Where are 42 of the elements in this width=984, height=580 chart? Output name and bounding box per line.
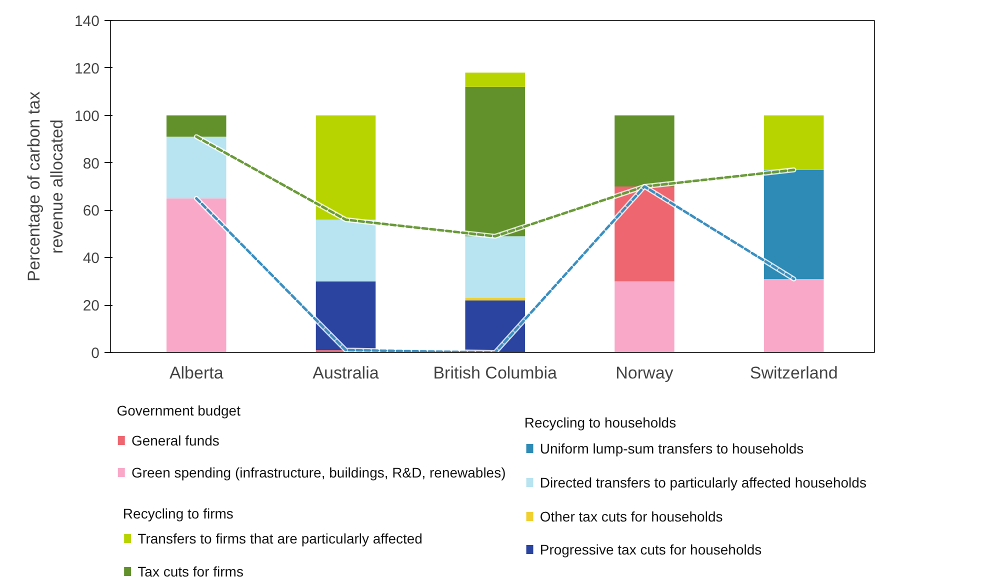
y-tick-label: 20 (82, 298, 100, 315)
x-tick-label: Alberta (169, 364, 224, 382)
bar (316, 220, 376, 282)
bar (166, 136, 226, 198)
bar (764, 115, 824, 170)
legend-label: Green spending (infrastructure, buildings, R&D, renewables) (131, 464, 506, 480)
y-tick-label: 140 (74, 13, 100, 30)
y-tick-label: 120 (74, 60, 100, 78)
bar (166, 198, 226, 352)
y-tick-label: 0 (91, 345, 100, 362)
y-tick-label: 60 (82, 202, 100, 220)
y-tick-label: 40 (82, 250, 100, 268)
y-axis-title: Percentage of carbon tax revenue allocated (24, 91, 66, 282)
x-tick-label: Australia (312, 364, 380, 382)
bar (316, 115, 376, 220)
text: Recycling to firms (122, 506, 234, 522)
legend-label: Progressive tax cuts for households (540, 542, 762, 558)
legend-label: Uniform lump-sum transfers to households (540, 440, 804, 456)
bar (316, 281, 376, 350)
bar (465, 298, 525, 300)
legend-label: Directed transfers to particularly affected households (540, 474, 866, 490)
bar (465, 236, 525, 298)
bar (465, 72, 525, 87)
bar (614, 186, 674, 282)
y-tick-label: 100 (74, 108, 100, 125)
legend-label: Tax cuts for firms (138, 564, 244, 580)
bar (166, 115, 226, 137)
legend-label: Transfers to firms that are particularly affected (138, 530, 422, 546)
bar (764, 278, 824, 352)
x-tick-label: Switzerland (750, 364, 838, 382)
x-tick-label: Norway (616, 364, 674, 382)
bar (614, 115, 674, 186)
legend-label: General funds (131, 432, 220, 448)
text: Recycling to households (524, 414, 676, 430)
bar (614, 281, 674, 352)
y-tick-label: 80 (82, 155, 100, 172)
x-tick-label: British Columbia (433, 364, 558, 382)
bar (465, 86, 525, 236)
bar (465, 300, 525, 352)
text: Government budget (116, 402, 241, 418)
legend-label: Other tax cuts for households (540, 508, 723, 524)
bar (764, 170, 824, 279)
